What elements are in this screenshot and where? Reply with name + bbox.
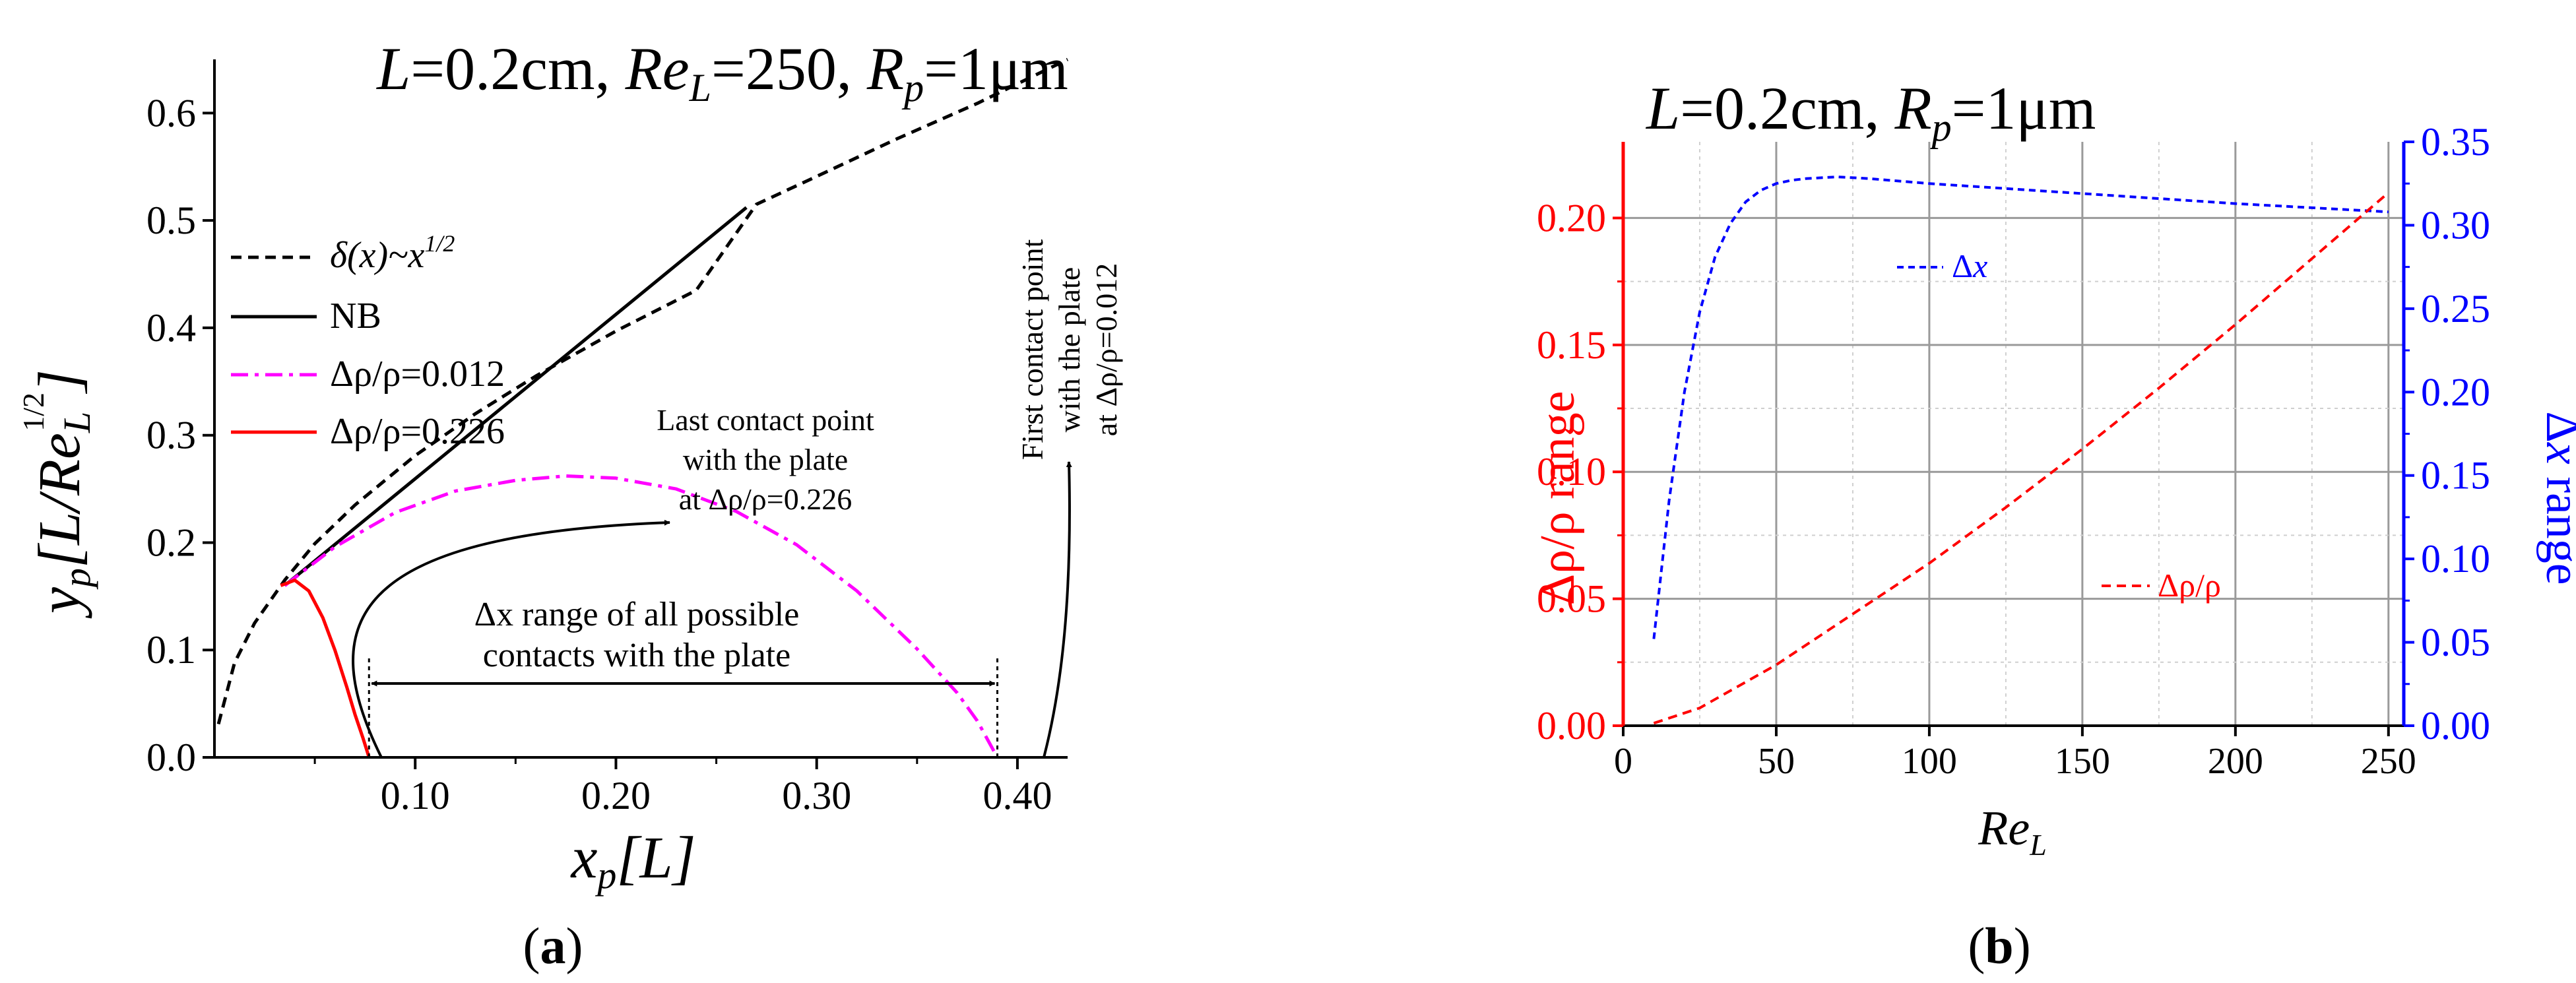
- panel-b-chart: L=0.2cm, Rp=1μm 0 50 100 150 200 2500.000.050…: [1531, 75, 2576, 974]
- label-dx: Δx: [1897, 247, 1987, 284]
- range-label-line2: contacts with the plate: [483, 637, 790, 674]
- panel-b-x-tick-label: 200: [2208, 741, 2263, 782]
- series-nb: [283, 206, 748, 587]
- series-drho-0012: [283, 474, 999, 759]
- panel-a-x-tick-label: 0.20: [581, 774, 651, 817]
- panel-a-x-tick-label: 0.40: [982, 774, 1052, 817]
- panel-b-y-left-tick-label: 0.05: [1537, 577, 1606, 621]
- panel-b-y-right-tick-label: 0.25: [2421, 287, 2490, 331]
- panel-b-xlabel: ReL: [1978, 802, 2047, 862]
- annotation-first-contact: First contact point with the plate at Δρ…: [1015, 239, 1123, 758]
- panel-b-x-tick-label: 0: [1614, 741, 1632, 782]
- panel-b-ylabel-left: Δρ/ρ range: [1531, 391, 1585, 606]
- panel-a-y-tick-label: 0.6: [146, 91, 196, 135]
- panel-a-y-tick-label: 0.1: [146, 628, 196, 672]
- panel-a-title: L=0.2cm, ReL=250, Rp=1μm: [375, 35, 1068, 110]
- panel-a-legend: δ(x)~x1/2 NB Δρ/ρ=0.012 Δρ/ρ=0.226: [231, 230, 505, 452]
- legend-226-label: Δρ/ρ=0.226: [330, 411, 505, 452]
- panel-b-x-tick-label: 100: [1902, 741, 1957, 782]
- panel-b-y-right-tick-label: 0.15: [2421, 454, 2490, 497]
- panel-b-y-left-tick-label: 0.20: [1537, 196, 1606, 239]
- panel-a-y-tick-label: 0.3: [146, 414, 196, 457]
- first-contact-arrow: [1043, 461, 1072, 758]
- panel-a-y-tick-label: 0.0: [146, 736, 196, 779]
- panel-a-y-tick-label: 0.4: [146, 306, 196, 350]
- svg-text:First contact point: First contact point: [1015, 239, 1049, 460]
- annotation-range: Δx range of all possible contacts with t…: [368, 596, 999, 757]
- panel-a-label: (a): [523, 917, 583, 974]
- panel-b-y-left-tick-label: 0.00: [1537, 704, 1606, 747]
- legend-nb-label: NB: [330, 296, 381, 336]
- panel-b-y-left-tick-label: 0.15: [1537, 323, 1606, 367]
- panel-a-x-tick-label: 0.10: [381, 774, 450, 817]
- panel-b-y-right-tick-label: 0.20: [2421, 370, 2490, 414]
- panel-b-y-right-tick-label: 0.10: [2421, 537, 2490, 581]
- panel-b-y-right-tick-label: 0.30: [2421, 203, 2490, 247]
- panel-b-y-right-tick-label: 0.00: [2421, 704, 2490, 747]
- panel-b-y-right-tick-label: 0.35: [2421, 120, 2490, 164]
- svg-text:at Δρ/ρ=0.012: at Δρ/ρ=0.012: [1089, 263, 1123, 436]
- panel-b-x-tick-label: 150: [2055, 741, 2110, 782]
- legend-012-label: Δρ/ρ=0.012: [330, 354, 505, 395]
- legend-delta-label: δ(x)~x1/2: [330, 230, 455, 276]
- panel-a-x-tick-label: 0.30: [782, 774, 851, 817]
- panel-b-x-tick-label: 250: [2361, 741, 2416, 782]
- svg-text:Δρ/ρ: Δρ/ρ: [2158, 567, 2221, 604]
- svg-text:with the plate: with the plate: [683, 443, 848, 476]
- panel-a-y-tick-label: 0.2: [146, 521, 196, 564]
- svg-text:Δx: Δx: [1952, 247, 1987, 284]
- series-drho: [1653, 191, 2390, 725]
- panel-a-chart: L=0.2cm, ReL=250, Rp=1μm 0.10 0.20 0.30 0.4…: [16, 35, 1123, 974]
- label-drho: Δρ/ρ: [2102, 567, 2221, 604]
- panel-b-ylabel-right: Δx range: [2536, 411, 2576, 585]
- series-drho-0226: [280, 578, 371, 758]
- series-delta-boundary: [216, 57, 1069, 725]
- range-label-line1: Δx range of all possible: [474, 596, 800, 633]
- series-dx: [1652, 175, 2389, 639]
- last-contact-arrow: [352, 519, 670, 758]
- panel-a-xlabel: xp[L]: [569, 825, 695, 897]
- panel-b-x-tick-label: 50: [1758, 741, 1795, 782]
- panel-a-y-tick-label: 0.5: [146, 199, 196, 242]
- panel-b-label: (b): [1968, 917, 2030, 974]
- svg-text:with the plate: with the plate: [1052, 267, 1086, 432]
- svg-text:at Δρ/ρ=0.226: at Δρ/ρ=0.226: [679, 482, 852, 516]
- panel-b-y-right-tick-label: 0.05: [2421, 621, 2490, 664]
- svg-text:Last contact point: Last contact point: [657, 403, 874, 437]
- panel-b-y-left-tick-label: 0.10: [1537, 450, 1606, 493]
- panel-a-ylabel: yp[L/ReL1/2]: [16, 369, 98, 619]
- panel-b-title: L=0.2cm, Rp=1μm: [1645, 75, 2096, 149]
- annotation-last-contact: Last contact point with the plate at Δρ/…: [352, 403, 874, 758]
